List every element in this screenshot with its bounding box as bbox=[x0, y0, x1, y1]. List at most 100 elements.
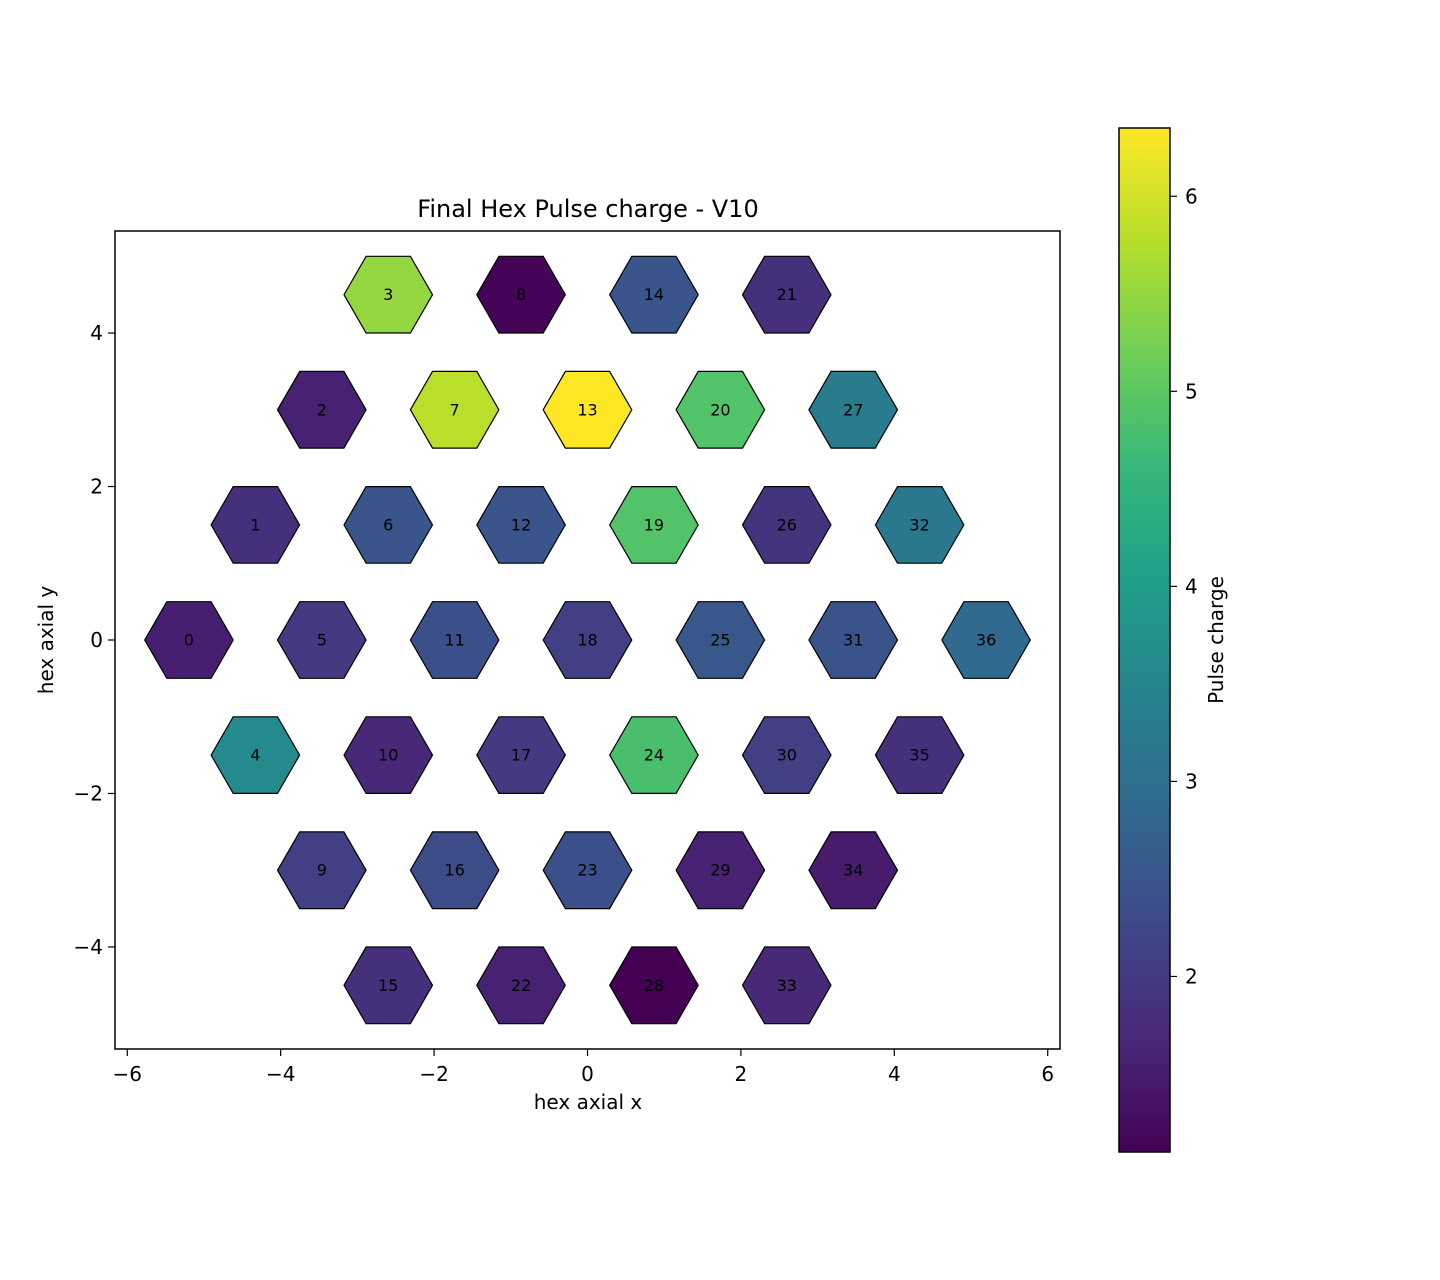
x-tick-label: 6 bbox=[1041, 1062, 1054, 1086]
colorbar: 2 3 4 5 6 bbox=[1118, 127, 1198, 1153]
hex-cell-label: 31 bbox=[843, 631, 863, 650]
hex-cell-shape bbox=[808, 601, 899, 679]
hex-cell-shape bbox=[675, 370, 766, 449]
hex-cell: 3 bbox=[343, 255, 434, 334]
y-tick-label: 2 bbox=[90, 475, 103, 499]
hex-cell-shape bbox=[542, 831, 633, 910]
hex-cell-shape bbox=[343, 946, 434, 1025]
hex-cell: 23 bbox=[542, 831, 633, 910]
x-tick-label: −6 bbox=[113, 1062, 142, 1086]
hex-cell-label: 25 bbox=[710, 631, 730, 650]
hex-cell-shape bbox=[476, 946, 566, 1025]
hex-cell: 36 bbox=[941, 601, 1031, 679]
hex-cell: 10 bbox=[343, 716, 434, 795]
hex-cell-shape bbox=[409, 370, 500, 449]
hex-cell-label: 28 bbox=[644, 976, 664, 995]
hex-cell: 27 bbox=[808, 370, 899, 449]
hex-cell-label: 2 bbox=[317, 400, 327, 419]
hex-cell-shape bbox=[675, 601, 766, 679]
hex-cell: 22 bbox=[476, 946, 566, 1025]
hex-cell: 9 bbox=[276, 831, 367, 910]
hex-cell-label: 1 bbox=[250, 515, 260, 534]
hex-cell-shape bbox=[542, 370, 633, 449]
hex-cell-label: 6 bbox=[383, 515, 393, 534]
y-tick-label: 0 bbox=[90, 628, 103, 652]
hex-cell-shape bbox=[476, 255, 566, 334]
hex-cell: 20 bbox=[675, 370, 766, 449]
hex-cell: 24 bbox=[609, 716, 699, 795]
colorbar-tick-label: 3 bbox=[1185, 769, 1198, 793]
hex-cell-label: 13 bbox=[577, 400, 597, 419]
hex-cell-label: 30 bbox=[777, 746, 797, 765]
hex-cell-shape bbox=[741, 716, 832, 795]
colorbar-tick-label: 6 bbox=[1185, 184, 1198, 208]
hex-cell-label: 12 bbox=[511, 515, 531, 534]
hex-cell: 12 bbox=[476, 486, 566, 564]
hex-cell-label: 3 bbox=[383, 285, 393, 304]
hex-cell-shape bbox=[409, 831, 500, 910]
hex-cell-label: 29 bbox=[710, 861, 730, 880]
hex-cell-label: 0 bbox=[184, 631, 194, 650]
hex-cell-label: 34 bbox=[843, 861, 863, 880]
hex-cell: 31 bbox=[808, 601, 899, 679]
hex-cell-shape bbox=[276, 370, 367, 449]
hex-cell: 35 bbox=[874, 716, 965, 795]
hex-cell: 34 bbox=[808, 831, 899, 910]
hex-cell-shape bbox=[609, 716, 699, 795]
hex-cell: 25 bbox=[675, 601, 766, 679]
hex-cell: 19 bbox=[609, 486, 699, 564]
hex-cell-shape bbox=[874, 486, 965, 564]
colorbar-tick-label: 2 bbox=[1185, 964, 1198, 988]
hex-cell: 28 bbox=[609, 946, 699, 1025]
hex-cell-shape bbox=[476, 716, 566, 795]
hex-cell: 5 bbox=[276, 601, 367, 679]
hex-cell-label: 18 bbox=[577, 631, 597, 650]
hex-cell-shape bbox=[941, 601, 1031, 679]
hex-cell: 21 bbox=[741, 255, 832, 334]
colorbar-label: Pulse charge bbox=[1204, 576, 1228, 704]
hex-cell-label: 11 bbox=[444, 631, 464, 650]
hex-cell-shape bbox=[210, 486, 301, 564]
colorbar-gradient bbox=[1118, 127, 1171, 1153]
hex-cell: 17 bbox=[476, 716, 566, 795]
y-axis-label: hex axial y bbox=[34, 586, 58, 695]
hex-cell: 1 bbox=[210, 486, 301, 564]
hex-cell: 30 bbox=[741, 716, 832, 795]
hex-cell-shape bbox=[144, 601, 234, 679]
hex-cell-label: 19 bbox=[644, 515, 664, 534]
hex-cell-label: 22 bbox=[511, 976, 531, 995]
chart-title: Final Hex Pulse charge - V10 bbox=[417, 195, 758, 223]
y-tick-label: −2 bbox=[74, 781, 103, 805]
hex-cell: 33 bbox=[741, 946, 832, 1025]
hex-cell-shape bbox=[874, 716, 965, 795]
x-tick-label: −2 bbox=[419, 1062, 448, 1086]
hex-cell: 32 bbox=[874, 486, 965, 564]
hex-cell-label: 20 bbox=[710, 400, 730, 419]
hex-cell: 11 bbox=[409, 601, 500, 679]
hex-cell-label: 17 bbox=[511, 746, 531, 765]
x-axis: −6 −4 −2 0 2 4 6 bbox=[113, 1049, 1054, 1086]
hex-cell: 4 bbox=[210, 716, 301, 795]
hex-cell-shape bbox=[741, 486, 832, 564]
hex-cell-label: 24 bbox=[644, 746, 664, 765]
plot-area: 0123456789101112131415161718192021222324… bbox=[144, 255, 1031, 1025]
hex-cell-shape bbox=[609, 946, 699, 1025]
hex-cell-label: 8 bbox=[516, 285, 526, 304]
hex-cell: 7 bbox=[409, 370, 500, 449]
hex-cell-label: 27 bbox=[843, 400, 863, 419]
hex-cell-shape bbox=[808, 370, 899, 449]
hex-cell-label: 14 bbox=[644, 285, 664, 304]
hex-cell: 26 bbox=[741, 486, 832, 564]
hex-cell-shape bbox=[675, 831, 766, 910]
x-tick-label: 0 bbox=[581, 1062, 594, 1086]
hex-cell-shape bbox=[542, 601, 633, 679]
hex-cell-shape bbox=[741, 255, 832, 334]
hex-cell-label: 10 bbox=[378, 746, 398, 765]
hex-cell-shape bbox=[343, 486, 434, 564]
hex-cell-shape bbox=[276, 601, 367, 679]
colorbar-tick-label: 4 bbox=[1185, 574, 1198, 598]
hex-cell-label: 15 bbox=[378, 976, 398, 995]
hex-cell-label: 16 bbox=[444, 861, 464, 880]
hex-cell-shape bbox=[409, 601, 500, 679]
